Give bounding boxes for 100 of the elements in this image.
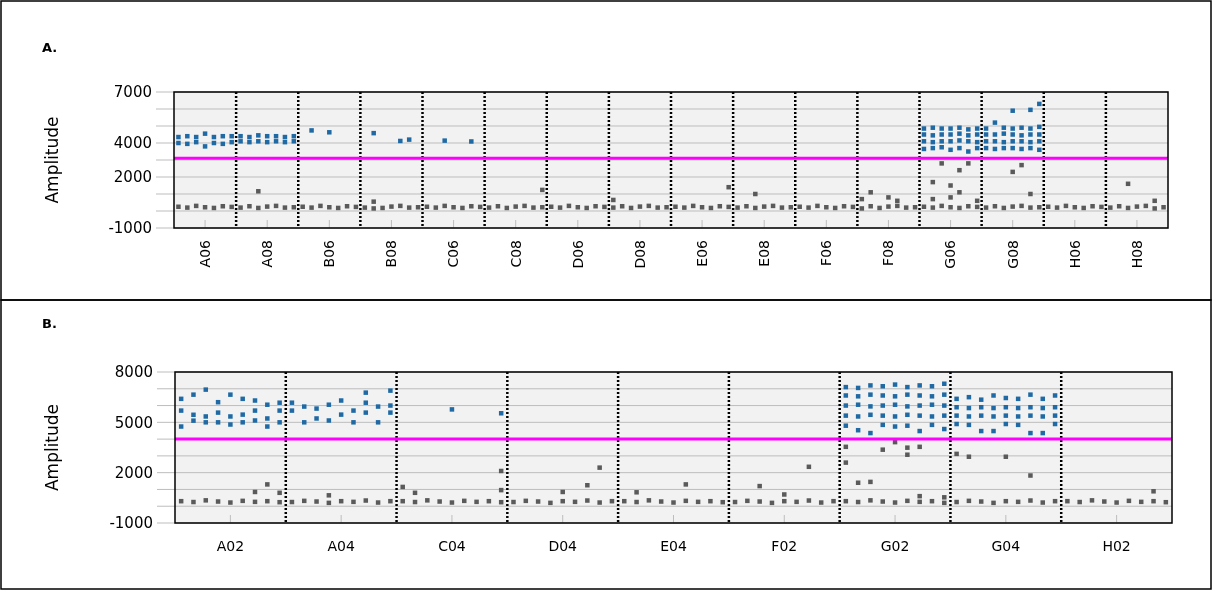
x-tick-label: E06: [693, 239, 710, 267]
point: [905, 445, 910, 450]
point: [176, 134, 181, 140]
point: [388, 410, 393, 415]
point: [905, 452, 910, 457]
y-tick-label: -1000: [109, 514, 153, 533]
point: [277, 490, 282, 496]
point: [1010, 132, 1015, 137]
point: [301, 404, 307, 409]
point: [939, 132, 944, 137]
point: [277, 400, 282, 405]
point: [265, 402, 270, 407]
x-tick-label: D06: [569, 239, 586, 269]
point: [753, 191, 758, 197]
point: [597, 465, 602, 470]
point: [880, 413, 885, 418]
point: [406, 137, 412, 142]
y-tick-label: -1000: [108, 219, 152, 238]
point: [895, 198, 900, 204]
point: [326, 418, 332, 423]
point: [252, 408, 258, 413]
point: [930, 125, 936, 130]
point: [892, 382, 898, 387]
point: [892, 414, 898, 419]
point: [1001, 131, 1007, 136]
x-tick-label: F08: [880, 240, 897, 266]
y-tick-label: 4000: [113, 134, 152, 153]
point: [917, 444, 922, 450]
point: [238, 139, 243, 144]
point: [176, 140, 181, 146]
y-axis-title: Amplitude: [42, 116, 62, 204]
point: [273, 139, 279, 144]
point: [978, 397, 984, 402]
point: [948, 132, 953, 137]
point: [247, 134, 252, 140]
point: [1015, 414, 1021, 419]
point: [1037, 132, 1042, 137]
point: [326, 402, 332, 407]
point: [929, 414, 935, 419]
point: [375, 404, 381, 409]
point: [1037, 124, 1042, 130]
point: [265, 482, 270, 487]
point: [905, 384, 910, 390]
point: [1003, 413, 1009, 418]
point: [1003, 454, 1009, 459]
point: [363, 390, 369, 395]
point: [215, 420, 221, 425]
point: [683, 482, 689, 487]
x-tick-label: G08: [1004, 240, 1021, 269]
point: [1028, 107, 1033, 113]
point: [314, 416, 319, 421]
point: [1151, 489, 1156, 494]
point: [388, 388, 393, 393]
point: [375, 420, 381, 425]
point: [880, 422, 885, 428]
point: [1052, 413, 1058, 418]
y-axis-title: Amplitude: [42, 403, 62, 492]
point: [942, 495, 947, 500]
point: [957, 190, 962, 195]
point: [974, 132, 980, 137]
point: [185, 141, 190, 147]
point: [252, 398, 258, 403]
point: [726, 184, 731, 190]
x-tick-label: B06: [321, 239, 338, 268]
point: [954, 404, 959, 410]
point: [929, 394, 935, 399]
point: [757, 483, 762, 489]
point: [843, 413, 849, 418]
point: [868, 430, 873, 436]
point: [291, 139, 297, 144]
point: [917, 393, 922, 398]
point: [948, 126, 953, 131]
point: [202, 131, 208, 136]
point: [991, 405, 996, 411]
point: [782, 492, 787, 497]
point: [1152, 198, 1157, 204]
point: [1028, 413, 1033, 418]
point: [1028, 126, 1033, 131]
x-tick-label: C06: [445, 239, 462, 268]
point: [560, 489, 565, 495]
text: B.: [42, 316, 57, 331]
x-tick-label: A04: [327, 538, 355, 554]
y-tick-label: 8000: [114, 363, 153, 382]
point: [942, 381, 947, 386]
point: [203, 414, 209, 419]
point: [942, 403, 947, 408]
point: [240, 420, 245, 425]
point: [992, 139, 998, 144]
point: [855, 414, 861, 419]
point: [957, 145, 962, 151]
point: [442, 138, 447, 143]
point: [327, 130, 332, 135]
point: [277, 420, 282, 425]
point: [868, 392, 873, 397]
point: [966, 454, 972, 459]
y-tick-label: 2000: [114, 463, 153, 482]
point: [939, 145, 944, 150]
point: [983, 139, 989, 144]
point: [954, 451, 959, 457]
point: [892, 402, 898, 407]
